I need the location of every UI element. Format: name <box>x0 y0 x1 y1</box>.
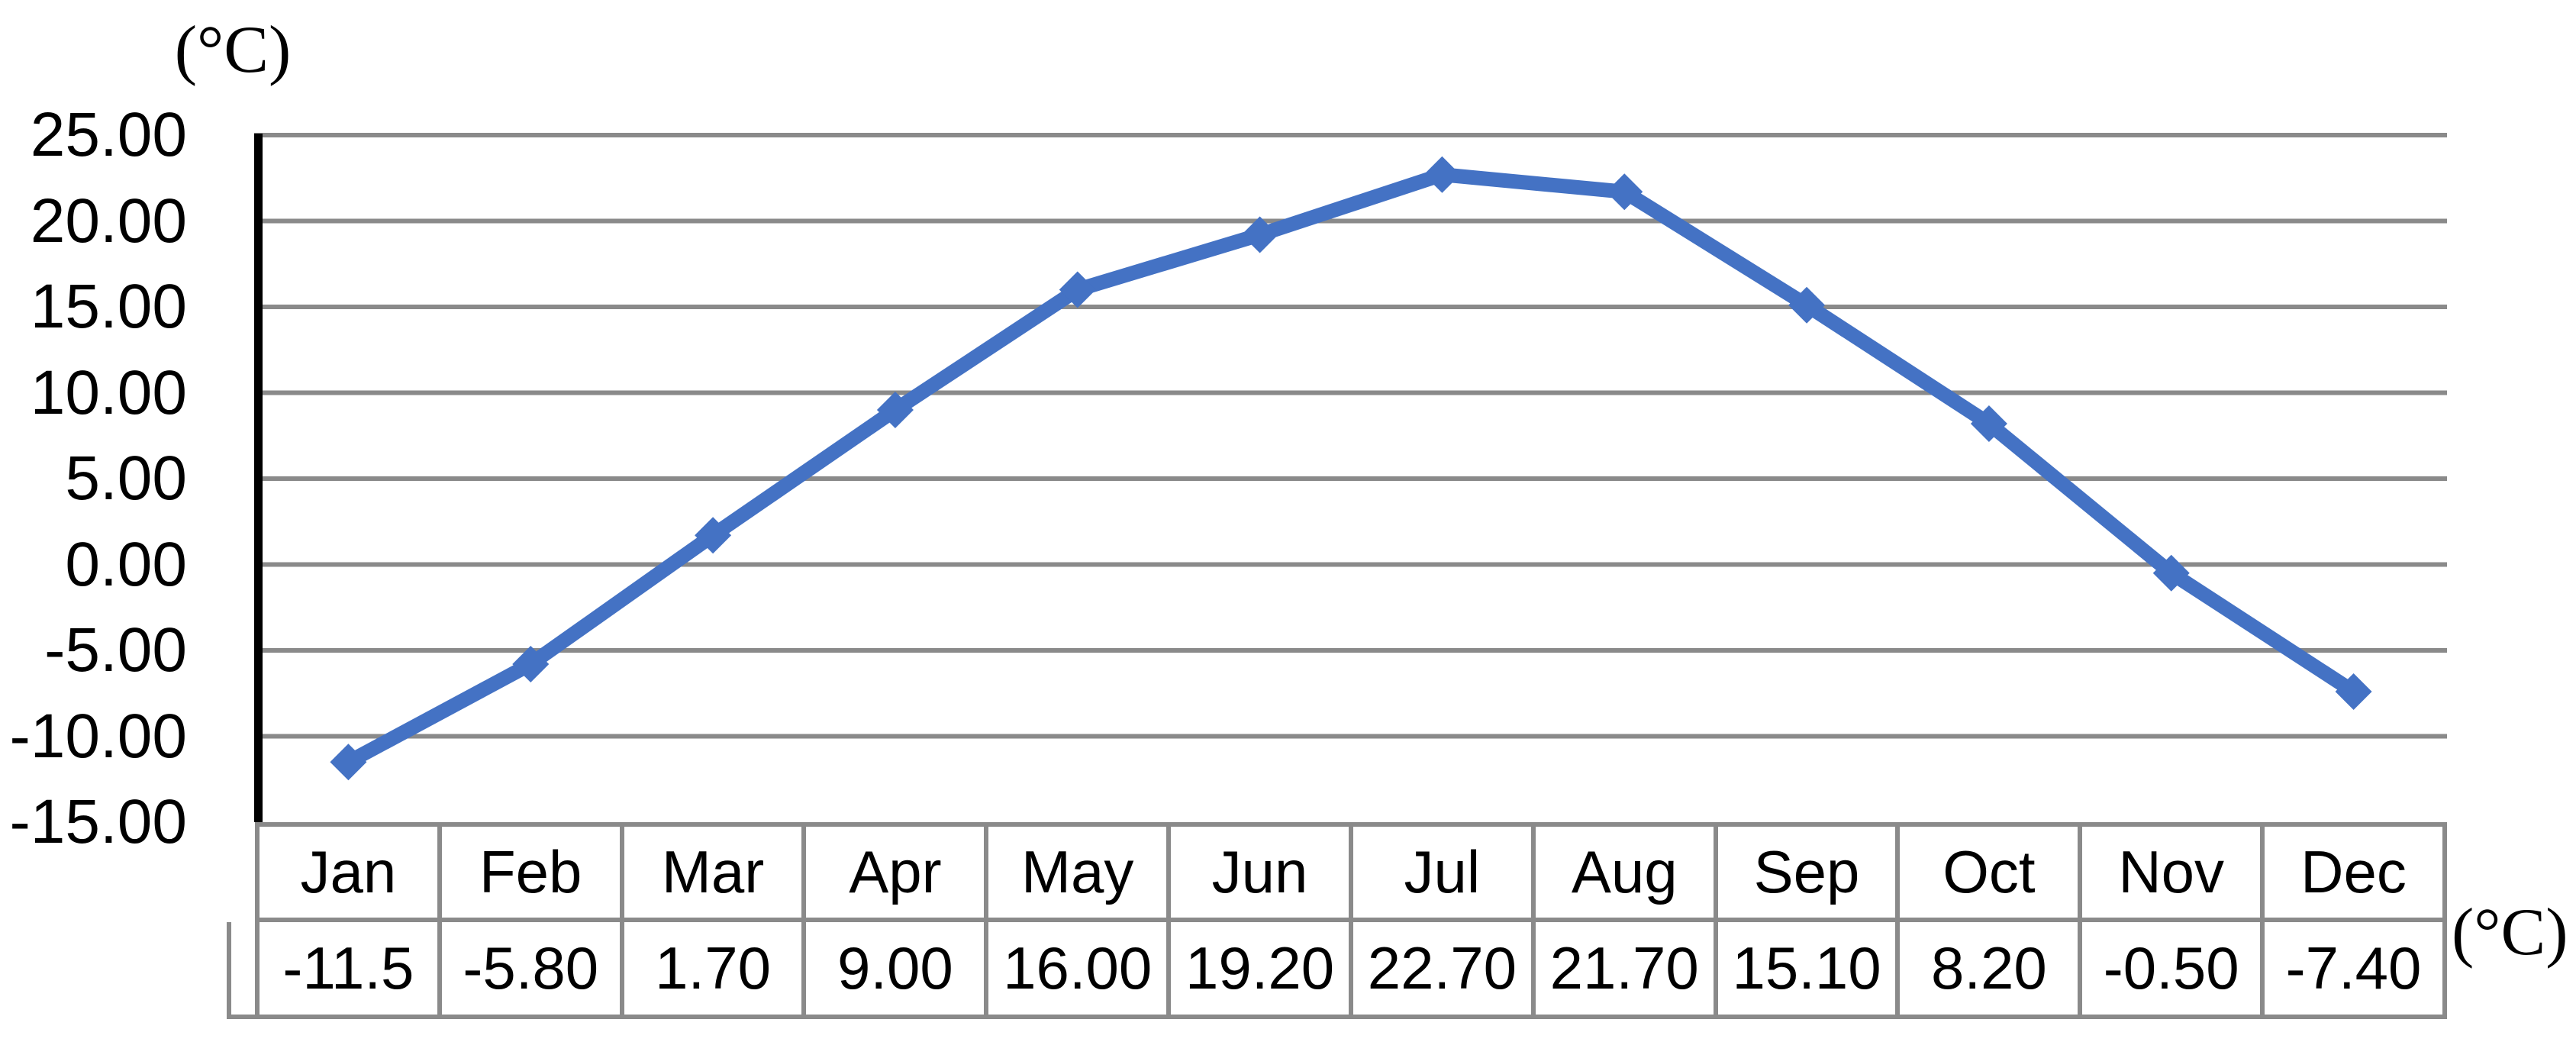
y-axis-tick-label: 20.00 <box>30 185 187 256</box>
month-cell: Jul <box>1352 827 1531 918</box>
value-cell: 19.20 <box>1171 922 1349 1015</box>
data-point-marker <box>512 646 550 682</box>
month-cell: Aug <box>1535 827 1714 918</box>
data-point-marker <box>1788 286 1826 324</box>
y-axis-tick-label: 10.00 <box>30 357 187 427</box>
value-row-spacer-cell <box>231 922 255 1015</box>
month-header-row: Jan Feb Mar Apr May Jun Jul Aug Sep Oct Nov Dec <box>255 822 2447 922</box>
data-point-marker <box>1970 405 2007 442</box>
data-point-marker <box>1423 156 1461 193</box>
month-cell: May <box>988 827 1167 918</box>
data-point-marker <box>1059 271 1096 308</box>
value-cell: -0.50 <box>2082 922 2261 1015</box>
month-cell: Sep <box>1717 827 1896 918</box>
y-axis-tick-label: -5.00 <box>44 615 187 685</box>
month-cell: Jan <box>260 827 437 918</box>
data-point-marker <box>2152 554 2190 592</box>
value-cell: 15.10 <box>1717 922 1896 1015</box>
month-cell: Dec <box>2265 827 2442 918</box>
data-point-marker <box>695 517 732 554</box>
table-unit-label: (°C) <box>2452 895 2568 969</box>
data-point-marker <box>2335 673 2372 710</box>
month-cell: Feb <box>441 827 620 918</box>
data-line <box>340 167 2362 769</box>
y-axis-tick-label: 0.00 <box>65 529 187 599</box>
data-point-marker <box>1606 173 1643 211</box>
month-cell: Nov <box>2082 827 2261 918</box>
y-axis-tick-label: 25.00 <box>30 100 187 169</box>
data-point-marker <box>876 392 914 428</box>
y-axis-tick-label: 15.00 <box>30 272 187 341</box>
y-axis-tick-label: -10.00 <box>9 701 187 771</box>
value-cell: -5.80 <box>441 922 620 1015</box>
month-cell: Jun <box>1171 827 1349 918</box>
data-point-marker <box>1241 216 1278 253</box>
value-cell: -11.5 <box>260 922 437 1015</box>
value-cell: 21.70 <box>1535 922 1714 1015</box>
month-cell: Oct <box>1900 827 2078 918</box>
month-cell: Apr <box>806 827 985 918</box>
value-cell: 16.00 <box>988 922 1167 1015</box>
y-axis-unit-label: (°C) <box>174 13 292 87</box>
y-axis-tick-label: 5.00 <box>65 444 187 513</box>
value-cell: -7.40 <box>2265 922 2442 1015</box>
data-point-marker <box>330 744 367 781</box>
value-cell: 8.20 <box>1900 922 2078 1015</box>
y-axis-tick-label: -15.00 <box>9 787 187 857</box>
value-cell: 22.70 <box>1352 922 1531 1015</box>
value-cell: 9.00 <box>806 922 985 1015</box>
value-cell: 1.70 <box>624 922 802 1015</box>
month-cell: Mar <box>624 827 802 918</box>
value-row: -11.5 -5.80 1.70 9.00 16.00 19.20 22.70 21.70 15… <box>227 922 2447 1019</box>
